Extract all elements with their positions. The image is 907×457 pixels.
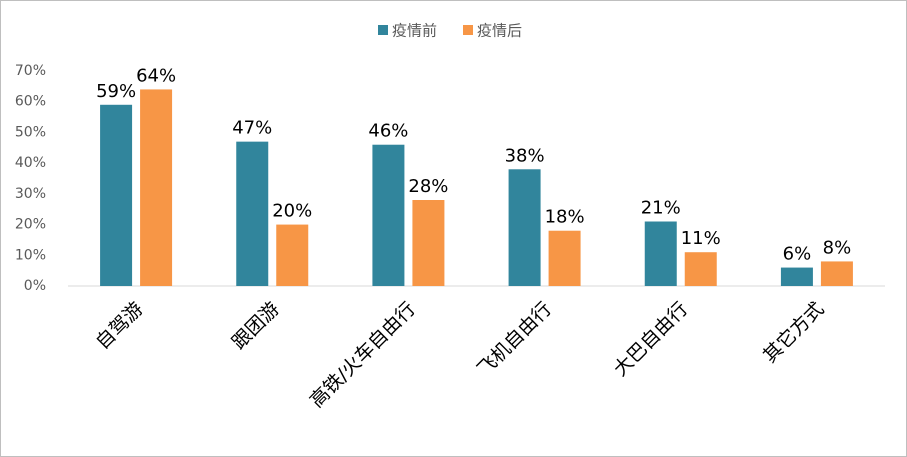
y-tick-label: 50% bbox=[15, 124, 46, 140]
value-label: 21% bbox=[641, 198, 681, 219]
y-tick-label: 0% bbox=[24, 278, 46, 294]
value-label: 6% bbox=[783, 244, 812, 265]
legend-label: 疫情后 bbox=[477, 22, 522, 40]
value-label: 8% bbox=[823, 237, 852, 258]
bar bbox=[780, 267, 813, 286]
value-label: 18% bbox=[545, 207, 585, 228]
bar bbox=[548, 230, 581, 286]
value-label: 47% bbox=[232, 118, 272, 139]
y-tick-label: 70% bbox=[15, 63, 46, 79]
value-label: 64% bbox=[136, 65, 176, 86]
bar bbox=[372, 144, 405, 286]
y-tick-label: 20% bbox=[15, 217, 46, 233]
legend-label: 疫情前 bbox=[392, 22, 437, 40]
bar bbox=[684, 252, 717, 286]
legend-swatch bbox=[378, 25, 388, 35]
bar bbox=[508, 169, 541, 286]
y-tick-label: 40% bbox=[15, 155, 46, 171]
value-label: 46% bbox=[368, 121, 408, 142]
value-label: 28% bbox=[408, 176, 448, 197]
bar bbox=[644, 221, 677, 286]
bar bbox=[820, 261, 853, 286]
bar bbox=[140, 89, 173, 286]
y-tick-label: 30% bbox=[15, 186, 46, 202]
bar bbox=[412, 200, 445, 286]
value-label: 38% bbox=[505, 145, 545, 166]
legend-swatch bbox=[463, 25, 473, 35]
bar bbox=[236, 141, 269, 286]
value-label: 20% bbox=[272, 201, 312, 222]
y-tick-label: 60% bbox=[15, 94, 46, 110]
value-label: 11% bbox=[681, 228, 721, 249]
y-tick-label: 10% bbox=[15, 247, 46, 263]
value-label: 59% bbox=[96, 81, 136, 102]
bar bbox=[276, 224, 309, 286]
bar bbox=[100, 104, 133, 287]
